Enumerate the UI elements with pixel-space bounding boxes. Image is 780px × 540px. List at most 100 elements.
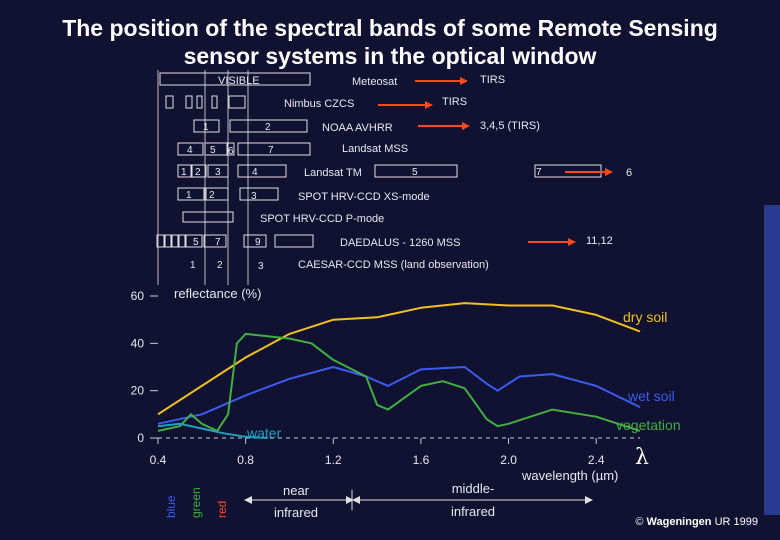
daedalus-band-7 [203, 234, 227, 248]
vegetation-label: vegetation [616, 417, 681, 433]
daedalus-band-9 [243, 234, 267, 248]
spot-xs-band-2-label: 2 [209, 190, 215, 201]
caesar-band-2-label: 2 [217, 260, 223, 271]
noaa-band-1 [193, 119, 220, 133]
region-brackets [244, 490, 593, 510]
y-tick-label: 0 [137, 431, 144, 445]
daedalus-band-1 [156, 234, 165, 248]
red-region-label: red [215, 501, 229, 518]
y-tick-label: 20 [131, 384, 145, 398]
nimbus-band-5 [228, 95, 246, 109]
near1-region-label: near [283, 483, 310, 498]
mss-band-6-label: 6 [228, 146, 234, 157]
tm-band-3 [207, 164, 229, 178]
water-label: water [246, 425, 282, 441]
mss-band-5 [204, 142, 228, 156]
blue-region-label: blue [164, 495, 178, 518]
lambda-symbol: λ [635, 445, 649, 470]
dry-soil-curve [157, 302, 641, 416]
tm-label: Landsat TM [304, 167, 362, 179]
spot-xs-label: SPOT HRV-CCD XS-mode [298, 191, 430, 203]
daedalus-band-5-label: 5 [193, 237, 199, 248]
spot-xs-band-1 [177, 187, 205, 201]
mss-band-4-label: 4 [187, 145, 193, 156]
meteosat-label: Meteosat [352, 76, 397, 88]
y-axis-label: reflectance (%) [174, 286, 261, 301]
x-tick-label: 0.8 [237, 453, 254, 467]
dry-soil-label: dry soil [623, 309, 667, 325]
green-region-label: green [189, 487, 203, 518]
mss-band-5-label: 5 [210, 145, 216, 156]
y-tick-label: 40 [131, 336, 145, 350]
near2-region-label: infrared [274, 505, 318, 520]
y-tick-label: 60 [131, 289, 145, 303]
meteosat-tirs-label: TIRS [480, 74, 505, 86]
nimbus-band-3 [196, 95, 203, 109]
visible-label: VISIBLE [218, 75, 260, 87]
wet-soil-label: wet soil [627, 388, 675, 404]
noaa-label: NOAA AVHRR [322, 122, 393, 134]
daedalus-band-2 [164, 234, 172, 248]
noaa-tirs-label: 3,4,5 (TIRS) [480, 120, 540, 132]
x-axis-label: wavelength (µm) [521, 468, 618, 483]
x-tick-label: 0.4 [150, 453, 167, 467]
meteosat-arrowhead [460, 77, 468, 85]
daedalus-band-3 [171, 234, 179, 248]
spot-p-band [182, 211, 234, 223]
nimbus-band-1 [165, 95, 174, 109]
tm-band-2 [191, 164, 207, 178]
tm-band-7-label: 7 [536, 167, 542, 178]
noaa-band-2 [229, 119, 308, 133]
spot-xs-band-1-label: 1 [186, 190, 192, 201]
reflectance-chart: 0 20 40 60 0.4 0.8 1.2 1.6 2.0 2.4 reflectance (%)… [131, 286, 681, 520]
spot-xs-band-3 [239, 187, 279, 201]
daedalus-band-5 [185, 234, 203, 248]
noaa-arrowhead [462, 122, 470, 130]
mss-label: Landsat MSS [342, 143, 408, 155]
noaa-band-2-label: 2 [265, 122, 271, 133]
tm-band-3-label: 3 [215, 167, 221, 178]
tm-arrowhead [605, 168, 613, 176]
daedalus-band-9-label: 9 [255, 237, 261, 248]
mss-band-6 [227, 142, 235, 156]
daedalus-band-10 [274, 234, 314, 248]
x-tick-label: 1.6 [413, 453, 430, 467]
x-tick-label: 1.2 [325, 453, 342, 467]
tm-band-2-label: 2 [195, 167, 201, 178]
nimbus-band-2 [185, 95, 193, 109]
side-strip [764, 205, 780, 515]
x-tick-label: 2.0 [500, 453, 517, 467]
mid1-region-label: middle- [452, 481, 495, 496]
spot-p-label: SPOT HRV-CCD P-mode [260, 213, 384, 225]
caesar-band-1-label: 1 [190, 260, 196, 271]
nimbus-label: Nimbus CZCS [284, 98, 354, 110]
nimbus-band-4 [211, 95, 218, 109]
caesar-band-3-label: 3 [258, 261, 264, 272]
daedalus-label: DAEDALUS - 1260 MSS [340, 237, 460, 249]
tm-band-5-label: 5 [412, 167, 418, 178]
mid2-region-label: infrared [451, 504, 495, 519]
nimbus-arrowhead [425, 101, 433, 109]
wet-soil-curve [157, 366, 641, 425]
copyright: © Wageningen UR 1999 [635, 516, 758, 528]
tm-band-1 [177, 164, 192, 178]
spot-xs-band-2 [205, 187, 229, 201]
visible-band-box [159, 72, 311, 86]
spot-xs-band-3-label: 3 [251, 191, 257, 202]
daedalus-band-4 [178, 234, 186, 248]
daedalus-tirs-label: 11,12 [586, 235, 613, 247]
daedalus-band-7-label: 7 [215, 237, 221, 248]
copyright-symbol: © [635, 516, 644, 528]
x-tick-label: 2.4 [588, 453, 605, 467]
mss-band-4 [177, 142, 204, 156]
slide-title: The position of the spectral bands of so… [0, 14, 780, 70]
water-curve [157, 422, 268, 439]
tm-band-1-label: 1 [181, 167, 187, 178]
title-line-2: sensor systems in the optical window [183, 43, 597, 69]
noaa-band-1-label: 1 [203, 122, 209, 133]
tm-band-4 [237, 164, 287, 178]
copyright-org: Wageningen [646, 516, 712, 528]
tm-band-6-label: 6 [626, 167, 632, 179]
